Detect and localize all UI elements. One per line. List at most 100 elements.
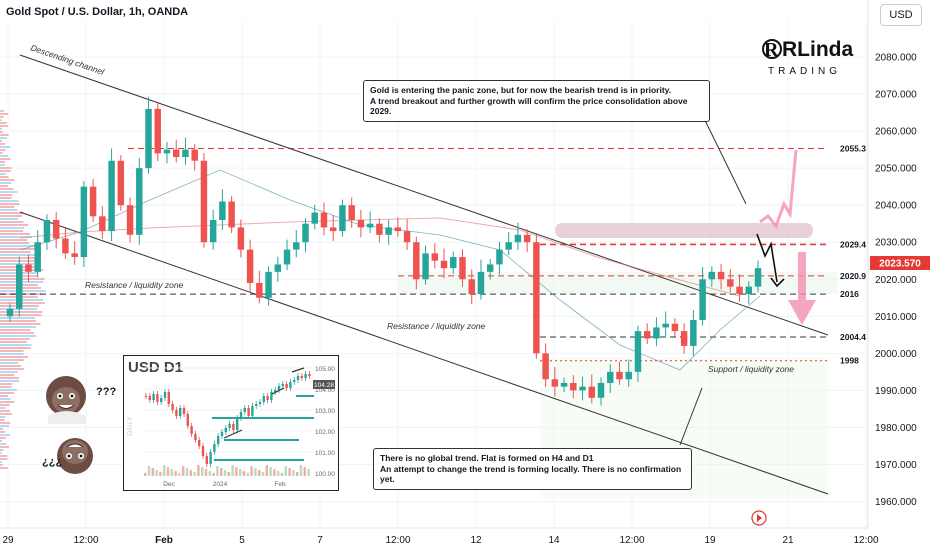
volume-profile-bar — [0, 407, 6, 409]
replay-icon[interactable] — [751, 510, 767, 526]
inset-arrow-2 — [271, 387, 285, 395]
candle-body — [274, 264, 282, 272]
inset-body — [247, 408, 250, 416]
inset-body — [190, 426, 193, 434]
volume-profile-bar — [0, 185, 8, 187]
inset-body — [171, 404, 174, 410]
x-tick-label: 21 — [782, 535, 794, 546]
x-tick-label: 12:00 — [385, 535, 410, 546]
inset-body — [144, 396, 148, 397]
inset-body — [289, 382, 292, 388]
volume-profile-bar — [0, 212, 24, 214]
candle-body — [108, 160, 115, 232]
inset-body — [156, 394, 159, 402]
candle-body — [293, 242, 300, 250]
volume-profile-bar — [0, 404, 10, 406]
inset-volume-bar — [155, 470, 158, 476]
inset-volume-bar — [208, 471, 211, 476]
candle-body — [348, 205, 355, 220]
volume-profile-bar — [0, 341, 27, 343]
inset-x-axis: Dec 2024 Feb — [163, 481, 286, 488]
inset-body — [236, 418, 239, 430]
volume-profile-bar — [0, 137, 7, 139]
level-label: 2016 — [840, 289, 859, 299]
candle-body — [117, 160, 125, 206]
volume-profile-bar — [0, 449, 4, 451]
volume-profile-bar — [0, 143, 6, 145]
bottom-note-line1: There is no global trend. Flat is formed… — [380, 453, 594, 463]
x-tick-label: 12:00 — [619, 535, 644, 546]
volume-profile-bar — [0, 458, 8, 460]
volume-profile-bar — [0, 356, 29, 358]
volume-profile-bar — [0, 413, 12, 415]
inset-y-axis: 105.00 104.00 103.00 102.00 101.00 100.00 — [144, 366, 335, 478]
inset-body — [277, 386, 281, 390]
candle-body — [745, 286, 752, 295]
inset-body — [205, 456, 208, 464]
currency-button[interactable]: USD — [880, 4, 922, 26]
candle-body — [643, 331, 651, 339]
inset-body — [251, 406, 254, 416]
volume-profile — [0, 110, 46, 469]
y-tick-label: 1960.000 — [875, 497, 917, 508]
volume-profile-bar — [0, 140, 2, 142]
volume-profile-bar — [0, 134, 9, 136]
channel-upper-line — [19, 54, 829, 336]
candles — [6, 96, 762, 406]
inset-volume-bar — [159, 472, 162, 476]
volume-profile-bar — [0, 329, 31, 331]
volume-profile-bar — [0, 119, 2, 121]
volume-profile-bar — [0, 308, 38, 310]
candle-body — [533, 242, 540, 354]
logo-line2: TRADING — [768, 66, 841, 77]
volume-profile-bar — [0, 113, 9, 115]
inset-volume-bar — [277, 471, 280, 476]
volume-profile-bar — [0, 131, 3, 133]
volume-profile-bar — [0, 332, 35, 334]
candle-body — [671, 323, 679, 332]
volume-profile-bar — [0, 374, 15, 376]
volume-profile-bar — [0, 311, 43, 313]
candle-body — [459, 257, 466, 280]
candle-body — [126, 205, 134, 235]
volume-profile-bar — [0, 221, 24, 223]
brand-logo: R RLinda TRADING — [760, 34, 860, 78]
candle-body — [403, 231, 411, 243]
inset-body — [293, 380, 296, 382]
inset-volume-bar — [292, 470, 295, 476]
candle-body — [16, 264, 23, 309]
inset-body — [198, 440, 201, 446]
level-label: 1998 — [840, 356, 859, 366]
volume-profile-bar — [0, 254, 36, 256]
candle-body — [89, 186, 97, 217]
y-tick-label: 1970.000 — [875, 460, 917, 471]
inset-volume-bar — [235, 467, 238, 476]
candle-body — [736, 286, 743, 295]
volume-profile-bar — [0, 467, 9, 469]
inset-body — [262, 396, 265, 402]
y-tick-label: 2050.000 — [875, 164, 917, 175]
inset-volume-bar — [197, 465, 200, 476]
candle-body — [680, 331, 688, 346]
inset-volume-bar — [254, 468, 257, 476]
volume-profile-bar — [0, 455, 8, 457]
candle-body — [256, 282, 263, 298]
candle-body — [62, 238, 69, 254]
candle-body — [579, 386, 586, 391]
inset-body — [243, 408, 246, 412]
inset-body — [167, 392, 170, 404]
inset-body — [255, 404, 258, 406]
candle-body — [542, 353, 549, 380]
inset-volume-bar — [189, 470, 192, 476]
inset-body — [152, 394, 155, 400]
candle-body — [191, 149, 198, 161]
candle-body — [588, 386, 596, 398]
inset-body — [300, 376, 303, 378]
candle-body — [431, 253, 439, 261]
volume-profile-bar — [0, 401, 15, 403]
bottom-note-line2: An attempt to change the trend is formin… — [380, 463, 682, 485]
volume-profile-bar — [0, 233, 31, 235]
volume-profile-bar — [0, 368, 24, 370]
inset-arrow-1 — [223, 429, 243, 439]
inset-volume-bar — [227, 472, 230, 476]
